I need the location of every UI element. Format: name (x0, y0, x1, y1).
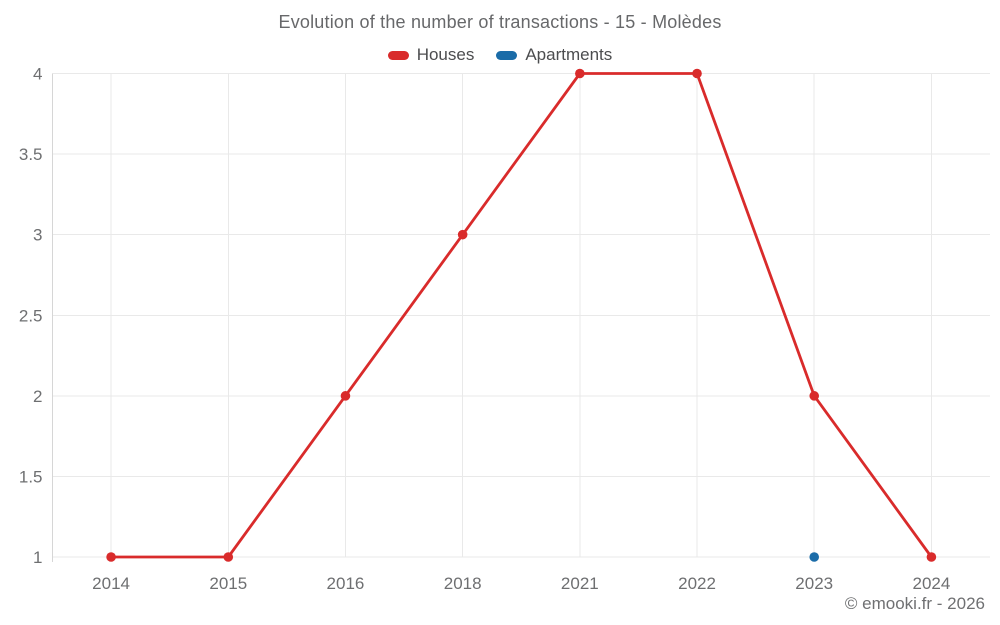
y-tick-label-3.5: 3.5 (19, 145, 43, 164)
copyright-text: © emooki.fr - 2026 (844, 594, 985, 613)
data-point-houses-2023[interactable] (809, 391, 820, 401)
x-tick-label-2016: 2016 (327, 574, 365, 593)
legend-item-houses[interactable]: Houses (387, 45, 475, 65)
legend-label-apartments: Apartments (525, 45, 613, 64)
x-tick-label-2022: 2022 (678, 574, 716, 593)
chart-legend: Houses Apartments (0, 45, 1000, 65)
data-point-houses-2015[interactable] (223, 552, 234, 562)
y-tick-label-2.5: 2.5 (19, 306, 43, 325)
x-tick-label-2023: 2023 (795, 574, 833, 593)
y-tick-label-2: 2 (33, 387, 42, 406)
data-point-houses-2021[interactable] (575, 68, 585, 79)
legend-swatch-apartments (496, 50, 518, 60)
y-tick-label-4: 4 (33, 65, 42, 84)
legend-label-houses: Houses (416, 45, 475, 64)
legend-item-apartments[interactable]: Apartments (496, 45, 612, 65)
x-tick-label-2024: 2024 (912, 574, 950, 593)
series-line-houses (109, 72, 933, 559)
data-point-houses-2022[interactable] (692, 68, 702, 79)
x-tick-label-2014: 2014 (92, 574, 130, 593)
data-point-houses-2014[interactable] (106, 552, 116, 562)
data-point-apartments-2023[interactable] (809, 552, 820, 562)
y-tick-label-1.5: 1.5 (19, 467, 43, 486)
x-tick-label-2018: 2018 (444, 574, 482, 593)
y-tick-label-1: 1 (33, 548, 42, 567)
x-tick-label-2021: 2021 (561, 574, 599, 593)
data-point-houses-2018[interactable] (457, 229, 468, 240)
data-point-houses-2016[interactable] (340, 391, 351, 401)
data-point-houses-2024[interactable] (926, 552, 937, 562)
legend-swatch-houses (387, 50, 409, 60)
y-tick-label-3: 3 (33, 226, 42, 245)
x-tick-label-2015: 2015 (209, 574, 247, 593)
chart-title: Evolution of the number of transactions … (278, 12, 722, 32)
